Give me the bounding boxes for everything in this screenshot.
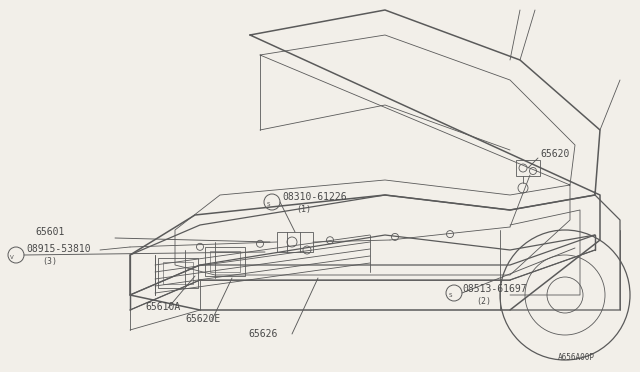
Bar [158,258,198,288]
Bar [277,232,313,252]
Text: 08915-53810: 08915-53810 [26,244,91,254]
Text: 08513-61697: 08513-61697 [462,284,527,294]
Bar [210,251,240,272]
Text: 65601: 65601 [35,227,65,237]
Text: (1): (1) [296,205,311,214]
Text: (2): (2) [476,297,491,306]
Bar [516,160,540,176]
Bar [205,247,245,276]
Text: 08310-61226: 08310-61226 [282,192,347,202]
Bar [163,262,193,284]
Text: S: S [448,293,452,298]
Text: 65620: 65620 [540,149,570,159]
Text: V: V [10,255,14,260]
Text: 65620E: 65620E [185,314,220,324]
Text: 65626: 65626 [248,329,277,339]
Text: S: S [266,202,269,207]
Text: A656A00P: A656A00P [558,353,595,362]
Text: (3): (3) [42,257,57,266]
Text: 65610A: 65610A [145,302,180,312]
